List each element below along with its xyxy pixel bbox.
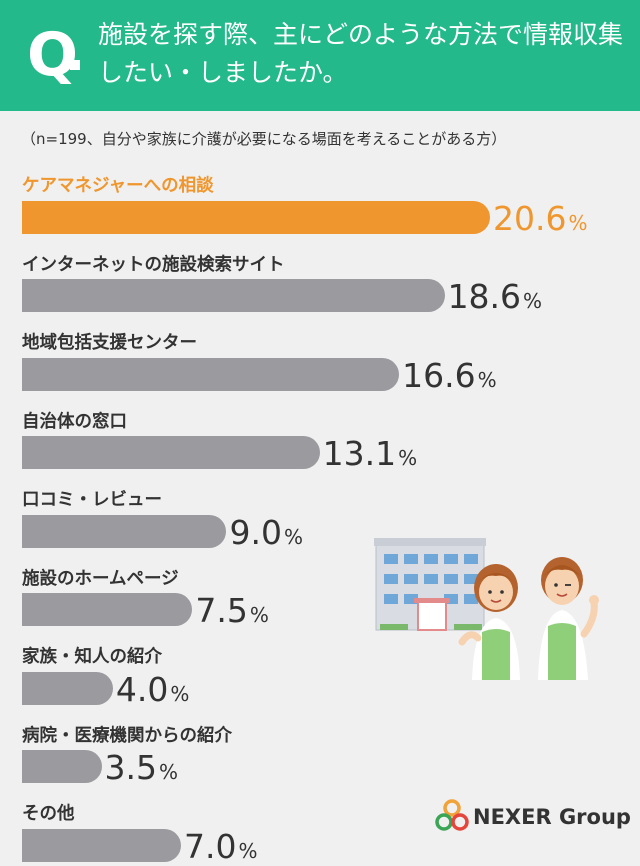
- nexer-logo-icon: [435, 799, 469, 831]
- value-label: 13.1%: [322, 434, 418, 473]
- bar: [22, 828, 182, 862]
- bar: [22, 357, 400, 391]
- value-label: 9.0%: [229, 512, 303, 552]
- category-label: 自治体の窓口: [22, 411, 127, 432]
- value-label: 7.5%: [195, 591, 269, 630]
- brand-name: NEXER Group: [473, 805, 631, 829]
- bar: [22, 279, 445, 312]
- bar: [22, 671, 113, 705]
- bar: [22, 514, 227, 548]
- category-label: 家族・知人の紹介: [22, 647, 162, 667]
- category-label: 施設のホームページ: [22, 568, 179, 589]
- value-label: 18.6%: [447, 277, 543, 316]
- category-label: 地域包括支援センター: [22, 333, 197, 353]
- category-label: 口コミ・レビュー: [22, 490, 162, 510]
- sample-note: （n=199、自分や家族に介護が必要になる場面を考えることがある方）: [21, 130, 507, 148]
- category-label: その他: [22, 804, 75, 824]
- value-label: 7.0%: [184, 826, 258, 866]
- value-label: 3.5%: [104, 748, 179, 787]
- bar: [22, 750, 102, 783]
- category-label: ケアマネジャーへの相談: [22, 176, 214, 196]
- category-label: 病院・医療機関からの紹介: [22, 725, 232, 746]
- facility-staff-illustration: [374, 538, 599, 680]
- value-label: 4.0%: [115, 669, 190, 709]
- question-header: Q 施設を探す際、主にどのような方法で情報収集したい・しましたか。: [0, 0, 640, 111]
- bar: [22, 436, 320, 469]
- value-label: 20.6%: [493, 198, 588, 238]
- category-label: インターネットの施設検索サイト: [22, 254, 285, 275]
- q-mark: Q: [27, 20, 79, 90]
- bar: [22, 593, 193, 626]
- value-label: 16.6%: [402, 355, 497, 395]
- bar: [22, 200, 490, 234]
- q-mark-dot: [70, 60, 80, 70]
- question-text: 施設を探す際、主にどのような方法で情報収集したい・しましたか。: [98, 20, 624, 87]
